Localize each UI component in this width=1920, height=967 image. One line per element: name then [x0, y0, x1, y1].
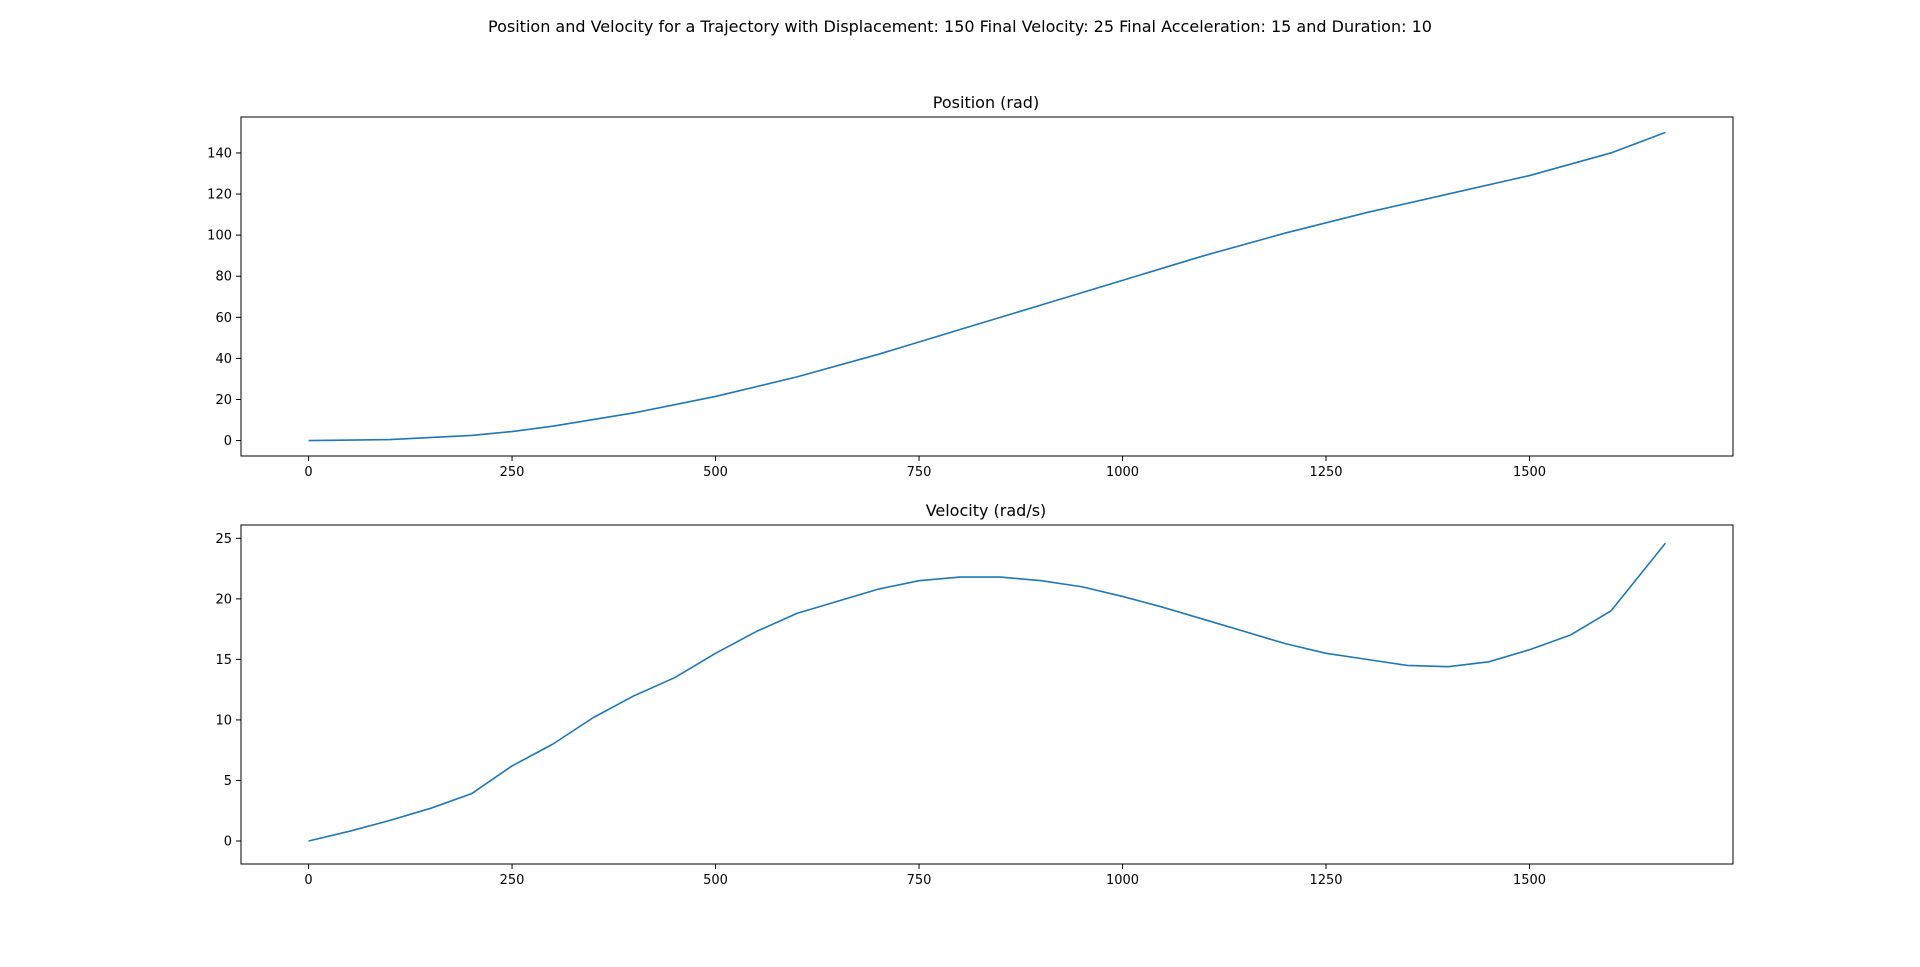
- velocity-panel: Velocity (rad/s) 0 250 500 750 1000 1250 15000…: [215, 501, 1734, 888]
- position-xtick-label: 1000: [1106, 465, 1139, 480]
- position-axes-frame: [240, 116, 1734, 457]
- position-ytick-label: 40: [215, 352, 232, 367]
- velocity-xtick-label: 250: [500, 873, 525, 888]
- velocity-axes-frame: [240, 524, 1734, 865]
- position-ytick-label: 0: [224, 434, 232, 449]
- velocity-xtick-label: 500: [703, 873, 728, 888]
- position-xtick-label: 750: [907, 465, 932, 480]
- position-chart-title: Position (rad): [933, 93, 1039, 112]
- velocity-ytick-label: 15: [215, 653, 232, 668]
- position-ytick-label: 80: [215, 270, 232, 285]
- position-ytick-label: 100: [207, 229, 232, 244]
- velocity-xtick-label: 1250: [1309, 873, 1342, 888]
- position-series-line: [308, 131, 1666, 442]
- position-ytick-label: 20: [215, 393, 232, 408]
- velocity-ytick-label: 5: [224, 774, 232, 789]
- position-xtick-label: 1500: [1513, 465, 1546, 480]
- velocity-xtick-label: 1500: [1513, 873, 1546, 888]
- position-ticks: 0 250 500 750 1000 1250 1500 0 20 40 60 80 100 120 140: [207, 146, 1546, 480]
- velocity-ytick-label: 0: [224, 834, 232, 849]
- position-ytick-label: 140: [207, 146, 232, 161]
- velocity-ticks: 0 250 500 750 1000 1250 1500 0 5 10 15 20 25: [215, 532, 1546, 888]
- velocity-ytick-label: 20: [215, 592, 232, 607]
- velocity-xtick-label: 750: [907, 873, 932, 888]
- velocity-series-line: [308, 542, 1667, 842]
- velocity-xtick-label: 1000: [1106, 873, 1139, 888]
- velocity-ytick-label: 25: [215, 532, 232, 547]
- position-panel: Position (rad) 0 250 500 750 1000 1250 1500 0 20…: [207, 93, 1734, 480]
- velocity-chart-title: Velocity (rad/s): [926, 501, 1047, 520]
- position-xtick-label: 0: [304, 465, 312, 480]
- position-xtick-label: 1250: [1309, 465, 1342, 480]
- figure-suptitle: Position and Velocity for a Trajectory w…: [488, 17, 1432, 36]
- velocity-ytick-label: 10: [215, 713, 232, 728]
- position-ytick-label: 120: [207, 188, 232, 203]
- position-xtick-label: 250: [500, 465, 525, 480]
- position-ytick-label: 60: [215, 311, 232, 326]
- position-xtick-label: 500: [703, 465, 728, 480]
- velocity-xtick-label: 0: [304, 873, 312, 888]
